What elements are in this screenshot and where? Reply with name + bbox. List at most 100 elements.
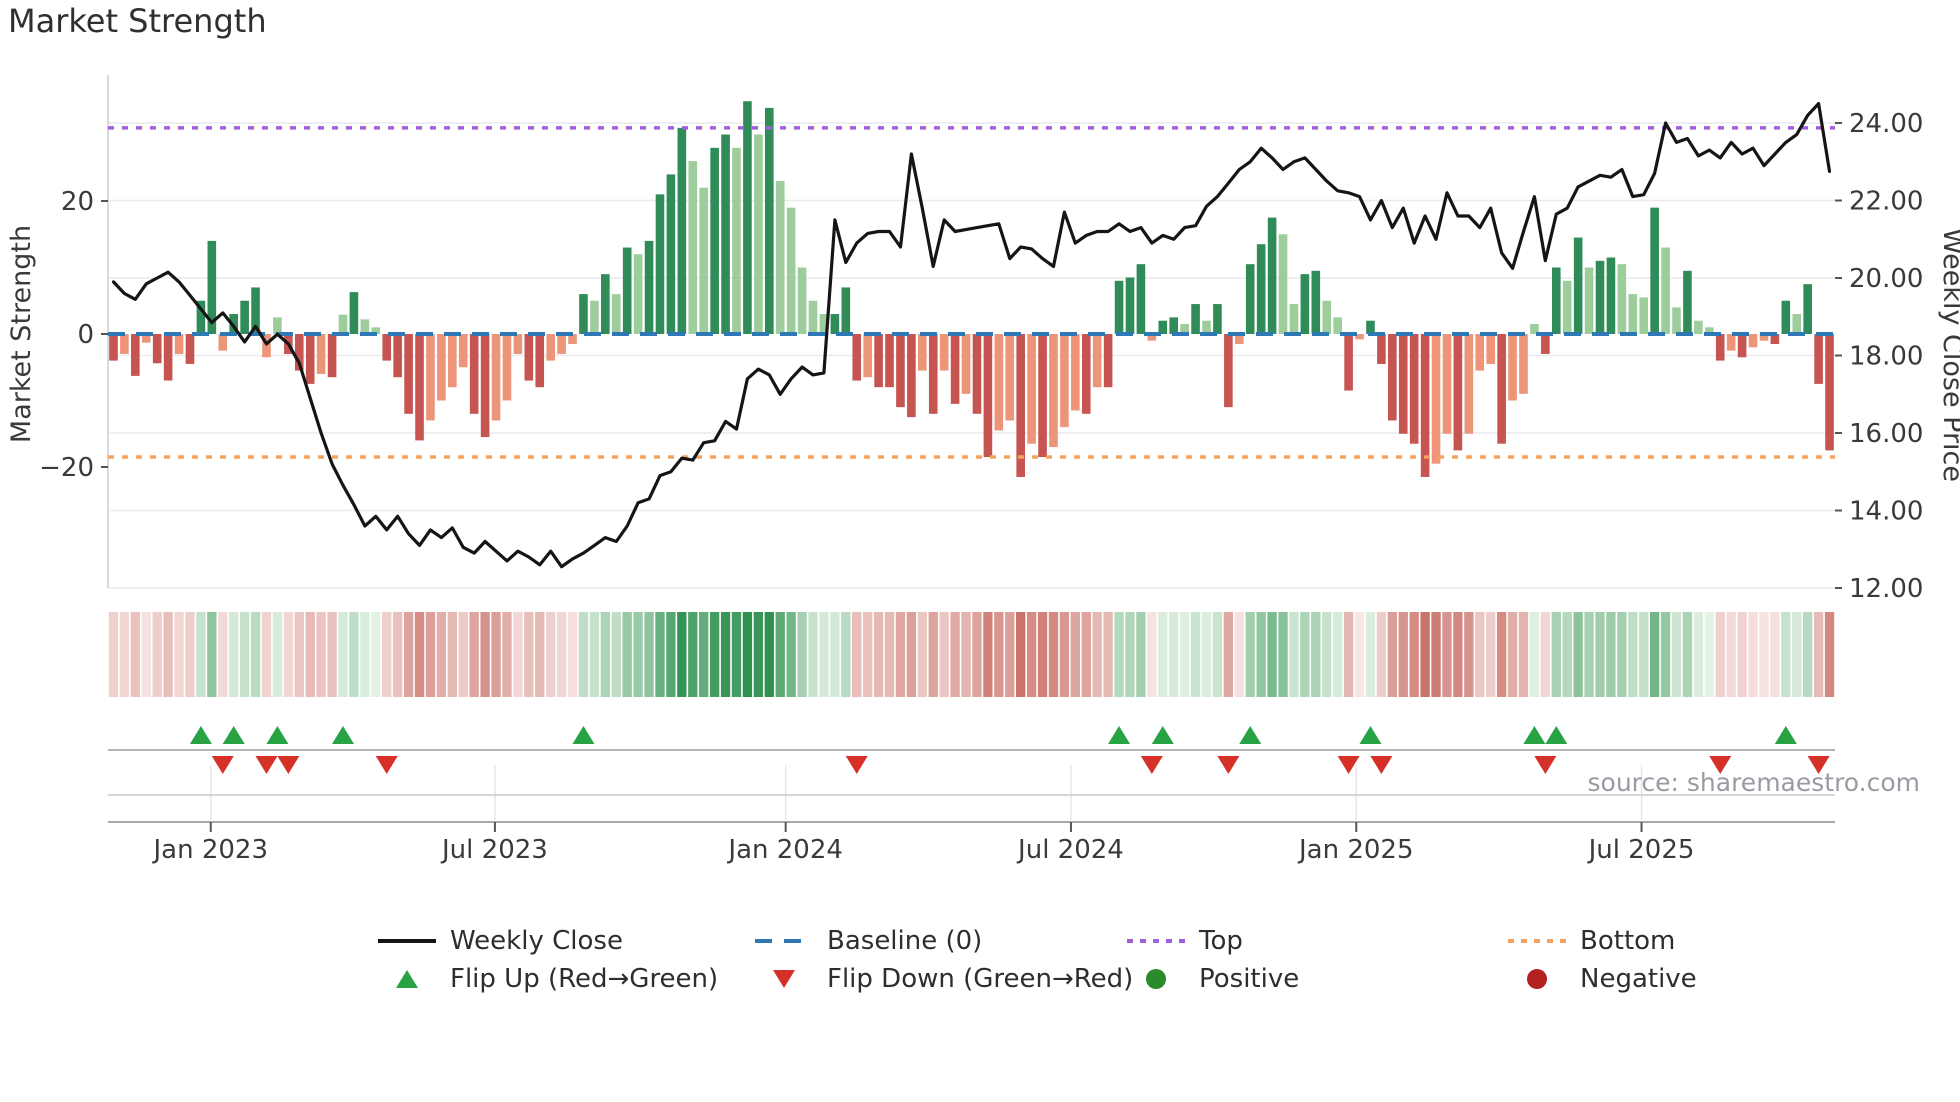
left-tick-label: −20 — [39, 453, 94, 483]
strength-bar — [1683, 270, 1692, 334]
legend-item-bottom: Bottom — [1506, 925, 1675, 957]
positive-circle-icon — [1125, 963, 1187, 995]
strength-bar — [393, 334, 402, 378]
heatmap-cell — [622, 612, 632, 697]
heatmap-cell — [655, 612, 665, 697]
legend-label: Negative — [1580, 964, 1697, 994]
flip-down-triangle-icon — [753, 963, 815, 995]
strength-bar — [1825, 334, 1834, 451]
right-tick-label: 20.00 — [1849, 264, 1923, 294]
strength-bar — [415, 334, 424, 441]
heatmap-cell — [611, 612, 621, 697]
strength-bar — [360, 319, 370, 334]
heatmap-cell — [1081, 612, 1091, 697]
strength-bar — [1081, 334, 1091, 414]
baseline-dash-icon — [753, 925, 815, 957]
strength-bar — [218, 334, 228, 351]
heatmap-cell — [1037, 612, 1048, 697]
strength-bar — [754, 134, 763, 334]
heatmap-cell — [600, 612, 610, 697]
legend-item-flip-down: Flip Down (Green→Red) — [753, 963, 1133, 995]
heatmap-cell — [917, 612, 927, 697]
heatmap-cell — [1289, 612, 1299, 697]
flip-up-marker — [572, 726, 595, 744]
strength-bar — [1475, 334, 1485, 371]
strength-bar — [1300, 274, 1310, 334]
flip-down-marker — [1140, 756, 1163, 774]
heatmap-cell — [141, 612, 151, 697]
heatmap-cell — [1322, 612, 1332, 697]
heatmap-cell — [163, 612, 173, 697]
legend-item-negative: Negative — [1506, 963, 1697, 995]
strength-bar — [1573, 237, 1583, 334]
heatmap-cell — [1496, 612, 1507, 697]
strength-bar — [666, 174, 676, 334]
strength-bar — [502, 334, 512, 401]
heatmap-cell — [1190, 612, 1201, 697]
flip-up-marker — [266, 726, 289, 744]
strength-bar — [207, 240, 217, 334]
strength-bar — [1213, 304, 1222, 334]
strength-bar — [305, 334, 315, 384]
strength-bar — [1519, 334, 1528, 394]
heatmap-cell — [1005, 612, 1015, 697]
heatmap-cell — [928, 612, 938, 697]
strength-bar — [1322, 300, 1332, 334]
strength-bar — [1748, 334, 1758, 348]
heatmap-cell — [1300, 612, 1310, 697]
heatmap-cell — [447, 612, 457, 697]
heatmap-cell — [403, 612, 414, 697]
heatmap-cell — [797, 612, 807, 697]
heatmap-cell — [1824, 612, 1835, 697]
strength-bar — [907, 334, 916, 418]
flip-down-marker — [211, 756, 234, 774]
heatmap-cell — [1059, 612, 1070, 697]
strength-bar — [1289, 304, 1299, 334]
bottom-dotted-icon — [1506, 925, 1568, 957]
heatmap-cell — [1114, 612, 1124, 697]
heatmap-cell — [338, 612, 348, 697]
strength-bar — [1071, 334, 1080, 411]
strength-bar — [1125, 277, 1135, 335]
right-tick-label: 12.00 — [1849, 574, 1923, 604]
strength-bar — [885, 334, 894, 388]
heatmap-cell — [480, 612, 490, 697]
legend-label: Top — [1199, 926, 1243, 956]
strength-bar — [513, 334, 523, 354]
heatmap-cell — [884, 612, 895, 697]
strength-bar — [1016, 334, 1025, 477]
heatmap-cell — [1147, 612, 1157, 697]
strength-bar — [939, 334, 949, 371]
heatmap-cell — [1584, 612, 1594, 697]
strength-bar — [404, 334, 413, 414]
heatmap-cell — [1606, 612, 1616, 697]
strength-bar — [196, 300, 206, 334]
strength-bar — [863, 334, 872, 378]
strength-bar — [240, 300, 249, 334]
heatmap-cell — [1573, 612, 1583, 697]
legend-label: Weekly Close — [450, 926, 623, 956]
strength-bar — [1803, 284, 1812, 335]
heatmap-cell — [1649, 612, 1660, 697]
strength-bar — [1508, 334, 1517, 401]
strength-bar — [1038, 334, 1047, 458]
strength-bar — [251, 287, 260, 334]
strength-bar — [1256, 244, 1266, 334]
strength-bar — [1180, 324, 1189, 334]
flip-up-marker — [1523, 726, 1546, 744]
legend-item-weekly-close: Weekly Close — [376, 925, 623, 957]
heatmap-cell — [1737, 612, 1747, 697]
flip-up-marker — [332, 726, 355, 744]
strength-bar — [1202, 320, 1211, 334]
strength-bar — [1453, 334, 1463, 451]
strength-bar — [1311, 270, 1321, 334]
strength-bar — [1377, 334, 1386, 364]
market-strength-chart: Jan 2023 Jul 2023 Jan 2024 Jul 2024 Jan 2025… — [6, 75, 1960, 865]
flip-down-marker — [277, 756, 300, 774]
heatmap-cell — [1715, 612, 1725, 697]
strength-bar — [633, 254, 643, 334]
heatmap-cell — [1453, 612, 1463, 697]
heatmap-cell — [873, 612, 884, 697]
strength-bar — [1114, 280, 1124, 334]
heatmap-cell — [1682, 612, 1693, 697]
